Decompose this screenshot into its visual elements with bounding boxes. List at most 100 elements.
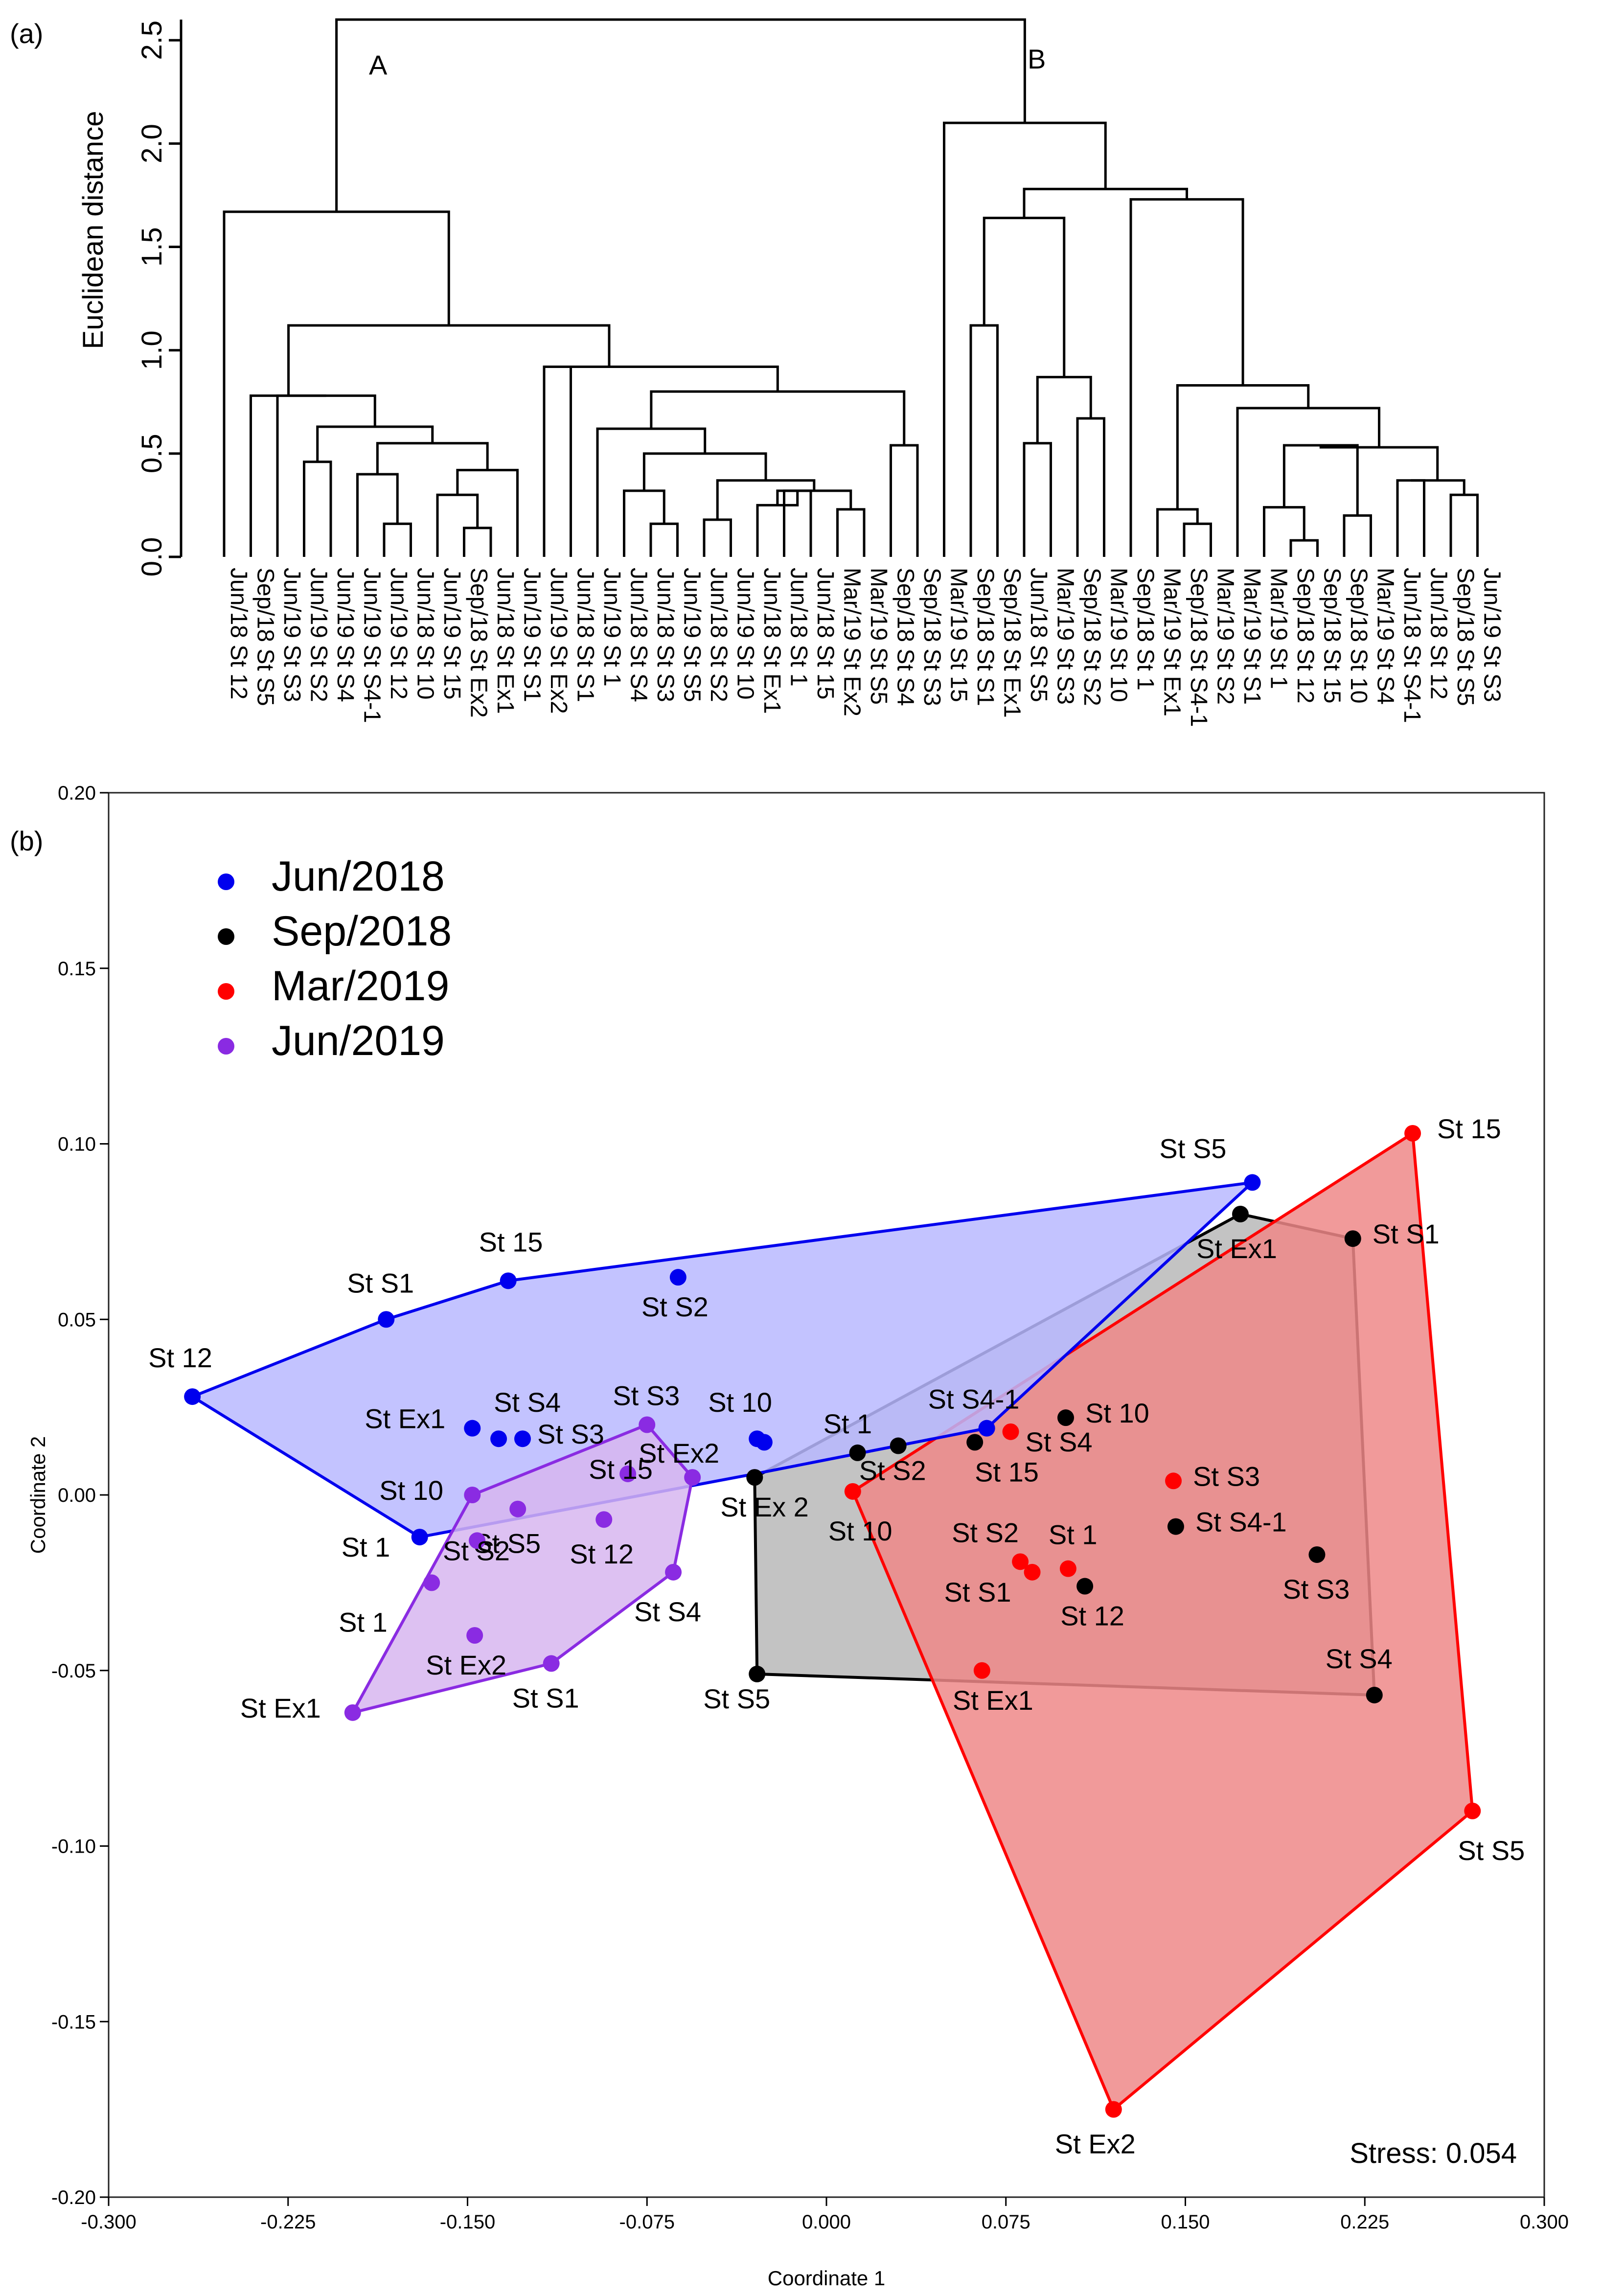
dendrogram-link [1036,376,1092,443]
data-point [1076,1578,1094,1595]
point-label: St S5 [1159,1133,1226,1164]
point-label: St 10 [379,1475,443,1506]
leaf-label: Jun/19 St 12 [386,568,412,700]
legend-label: Jun/2019 [272,1017,445,1064]
dendrogram-link [335,18,1026,212]
leaf-label: Mar/19 St Ex1 [1159,568,1185,716]
data-point [749,1665,766,1682]
y-tick-label: 0.0 [136,537,168,577]
leaf-label: Jun/19 St S1 [519,568,545,702]
dendrogram-leaf-labels: Jun/18 St 12 Sep/18 St S5 Jun/19 St S3 Jun/… [226,568,1505,727]
dendrogram-link [1076,417,1105,557]
leaf-label: Sep/18 St S4-1 [1186,568,1212,727]
point-label: St S2 [952,1517,1019,1548]
data-point [1012,1553,1029,1570]
point-label: St 12 [148,1342,212,1373]
point-label: St Ex1 [365,1403,445,1434]
x-tick-label: 0.075 [982,2211,1030,2233]
data-point [1165,1472,1182,1490]
point-label: St 10 [828,1515,893,1546]
dendrogram-link [1263,506,1305,557]
leaf-label: Jun/18 St 1 [786,568,812,687]
scatter-xlabel: Coordinate 1 [768,2267,886,2290]
data-point [978,1420,995,1437]
dendrogram-link [1343,514,1372,557]
dendrogram-link [223,210,450,557]
leaf-label: Jun/19 St 1 [599,568,625,687]
dendrogram-link [983,216,1066,377]
point-label: St S2 [859,1455,926,1486]
point-label: St 1 [824,1408,872,1439]
data-point [1404,1125,1421,1142]
data-point [1344,1230,1361,1247]
dendrogram-link [463,527,492,557]
leaf-label: Jun/18 St 12 [1426,568,1452,700]
dendrogram-link [969,324,999,557]
leaf-label: Jun/18 St S2 [706,568,732,702]
leaf-label: Sep/18 St S5 [252,568,278,706]
point-label: St Ex1 [240,1693,321,1723]
x-tick-label: -0.075 [619,2211,675,2233]
point-label: St S1 [1373,1218,1440,1249]
dendrogram-tree [223,18,1479,557]
leaf-label: Sep/18 St 15 [1319,568,1345,704]
point-label: St S4-1 [1195,1507,1287,1538]
dendrogram-link [1023,187,1189,218]
dendrogram-link [543,365,674,557]
data-point [844,1483,861,1500]
dendrogram-link [1449,493,1479,557]
data-point [1366,1686,1383,1703]
data-point [184,1388,201,1405]
leaf-label: Jun/19 St 10 [732,568,758,700]
point-label: St Ex2 [639,1438,719,1469]
data-point [849,1444,866,1461]
leaf-label: Jun/18 St 15 [812,568,838,700]
data-point [490,1430,507,1447]
y-tick-label: 0.00 [58,1485,96,1506]
leaf-label: Jun/19 St 15 [439,568,465,700]
dendrogram-link [250,394,326,557]
point-label: St Ex1 [1196,1233,1277,1264]
point-label: St S2 [641,1291,709,1322]
point-label: St S3 [1193,1461,1260,1492]
data-point [1167,1518,1184,1535]
point-label: St 1 [342,1532,390,1562]
data-point [973,1662,990,1679]
leaf-label: Jun/18 St S4 [626,568,652,702]
point-label: St S5 [474,1528,541,1559]
x-tick-label: 0.000 [802,2211,851,2233]
point-label: St 15 [975,1456,1039,1487]
point-label: St S3 [613,1380,680,1411]
point-label: St S3 [537,1419,604,1449]
data-point [378,1311,395,1328]
data-point [669,1269,687,1286]
leaf-label: Jun/18 St 12 [226,568,252,700]
dendrogram-link [383,522,412,557]
leaf-label: Mar/19 St S4 [1373,568,1398,705]
dendrogram-link [1319,445,1439,481]
dendrogram-ylabel: Euclidean distance [77,111,109,349]
panel-b-label: (b) [10,826,43,856]
y-tick-label: 0.10 [58,1134,96,1155]
panel-a-label: (a) [10,18,43,49]
x-tick-label: -0.300 [81,2211,136,2233]
point-label: St S4 [494,1387,561,1418]
leaf-label: Jun/18 St S5 [1026,568,1052,702]
leaf-label: Mar/19 St S5 [866,568,892,705]
data-point [1232,1206,1249,1222]
y-tick-label: 2.5 [136,21,168,60]
dendrogram-link [943,121,1107,557]
point-label: St 12 [1060,1601,1124,1631]
scatter-axes: -0.300 -0.225 -0.150 -0.075 0.000 0.075 0.150 0… [51,782,1569,2233]
data-point [1105,2101,1122,2118]
point-label: St S2 [443,1535,510,1566]
point-label: St S1 [944,1577,1011,1607]
legend-label: Jun/2018 [272,853,445,900]
data-point [469,1532,486,1549]
x-tick-label: -0.150 [440,2211,495,2233]
point-label: St 15 [1437,1113,1501,1144]
data-point [1002,1423,1019,1440]
leaf-label: Sep/18 St 10 [1346,568,1372,704]
point-label: St S5 [1458,1835,1525,1866]
point-label: St 1 [339,1607,388,1637]
